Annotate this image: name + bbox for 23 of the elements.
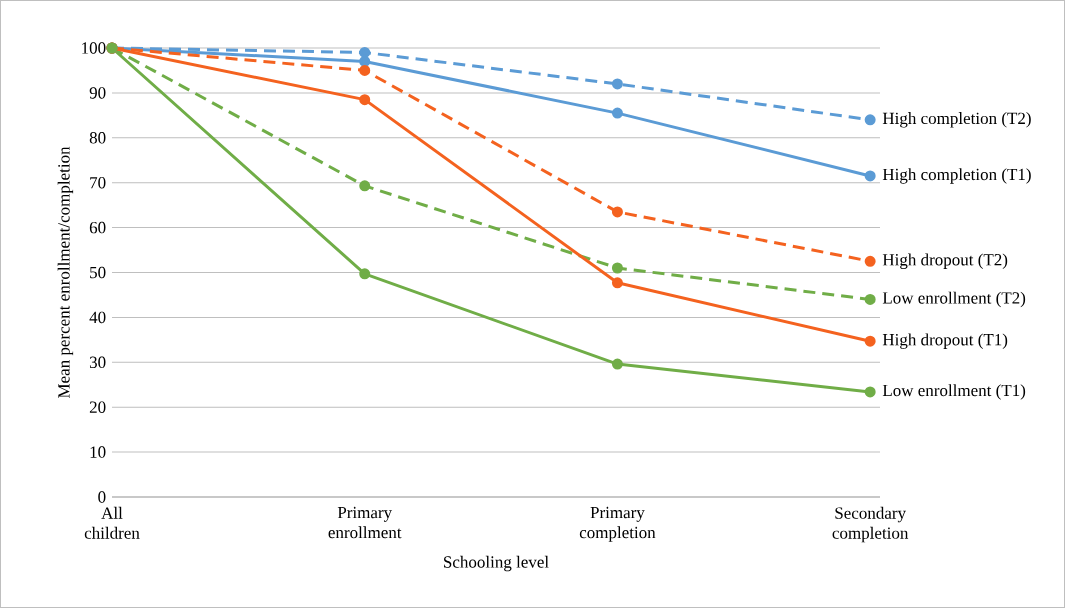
x-tick-label: Primary completion (579, 506, 656, 542)
y-tick-label: 80 (89, 132, 106, 144)
series-label: High dropout (T2) (882, 253, 1008, 270)
x-tick-label: All children (84, 506, 140, 539)
series-label: High completion (T2) (882, 112, 1031, 128)
y-tick-label: 0 (98, 491, 106, 503)
x-tick-label: Secondary completion (832, 506, 909, 543)
y-tick-label: 30 (89, 356, 106, 369)
y-tick-label: 20 (89, 401, 106, 413)
series-label: Low enrollment (T1) (882, 384, 1026, 400)
y-tick-label: 60 (89, 221, 106, 234)
y-tick-label: 50 (90, 266, 106, 279)
y-tick-label: 40 (89, 311, 106, 324)
y-tick-label: 70 (90, 176, 106, 189)
series-label: High dropout (T1) (882, 333, 1008, 349)
y-tick-label: 100 (82, 42, 106, 54)
series-label: Low enrollment (T2) (882, 291, 1026, 308)
series-label: High completion (T1) (882, 168, 1031, 184)
x-tick-label: Primary enrollment (328, 506, 402, 539)
x-axis-title: Schooling level (444, 555, 549, 572)
y-tick-label: 90 (89, 87, 106, 99)
y-tick-label: 10 (90, 446, 106, 458)
y-axis-title: Mean percent enrollment/completion (57, 146, 74, 399)
